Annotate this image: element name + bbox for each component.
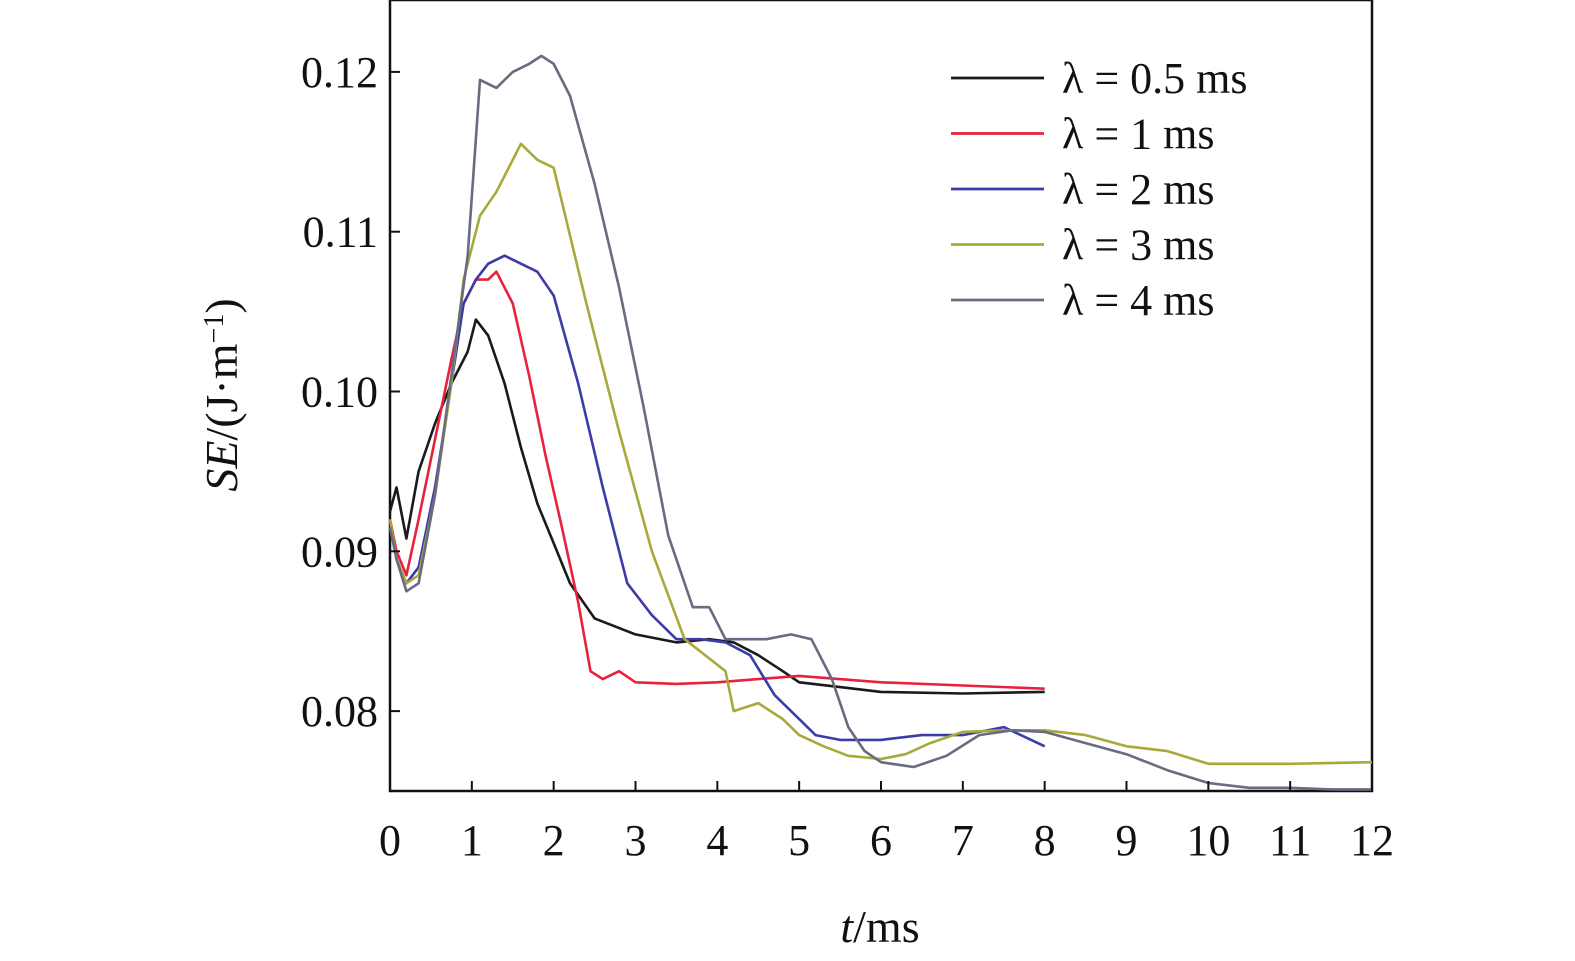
x-tick-label: 10	[1186, 816, 1230, 865]
x-axis-ticks: 0 1 2 3 4 5 6 7 8 9 10 11 12	[379, 781, 1394, 865]
y-axis-title-italic: SE	[196, 441, 247, 492]
y-tick-label: 0.12	[301, 48, 378, 97]
y-axis-title-unit: /(J·m	[196, 343, 247, 440]
legend: λ = 0.5 ms λ = 1 ms λ = 2 ms λ = 3 ms λ = 4 …	[951, 54, 1248, 325]
y-tick-label: 0.09	[301, 527, 378, 576]
x-tick-label: 3	[625, 816, 647, 865]
x-tick-label: 0	[379, 816, 401, 865]
x-tick-label: 4	[706, 816, 728, 865]
y-axis-title-close: )	[196, 298, 247, 313]
y-tick-label: 0.11	[303, 208, 378, 257]
legend-label: λ = 4 ms	[1062, 276, 1215, 325]
series-line-5	[388, 54, 1372, 791]
x-tick-label: 2	[543, 816, 565, 865]
legend-label: λ = 2 ms	[1062, 165, 1215, 214]
y-tick-label: 0.10	[301, 368, 378, 417]
x-tick-label: 8	[1034, 816, 1056, 865]
x-axis-title: t/ms	[840, 901, 919, 952]
legend-label: λ = 3 ms	[1062, 221, 1215, 270]
series-line-1	[388, 318, 1045, 695]
y-tick-label: 0.08	[301, 687, 378, 736]
y-axis-title: SE/(J·m−1)	[196, 298, 247, 491]
x-tick-label: 5	[788, 816, 810, 865]
series-layer	[388, 54, 1373, 791]
x-tick-label: 9	[1116, 816, 1138, 865]
series-line-4	[388, 142, 1373, 766]
y-axis-ticks: 0.08 0.09 0.10 0.11 0.12	[301, 48, 400, 736]
series-line-2	[388, 270, 1045, 690]
series-line-3	[388, 254, 1046, 748]
x-tick-label: 7	[952, 816, 974, 865]
legend-label: λ = 0.5 ms	[1062, 54, 1248, 103]
x-tick-label: 12	[1350, 816, 1394, 865]
legend-label: λ = 1 ms	[1062, 110, 1215, 159]
x-axis-title-italic: t	[840, 901, 854, 952]
x-axis-title-unit: /ms	[853, 901, 919, 952]
plot-frame	[388, 0, 1374, 793]
x-tick-label: 6	[870, 816, 892, 865]
x-tick-label: 1	[461, 816, 483, 865]
y-axis-title-sup: −1	[199, 314, 230, 344]
x-tick-label: 11	[1269, 816, 1311, 865]
